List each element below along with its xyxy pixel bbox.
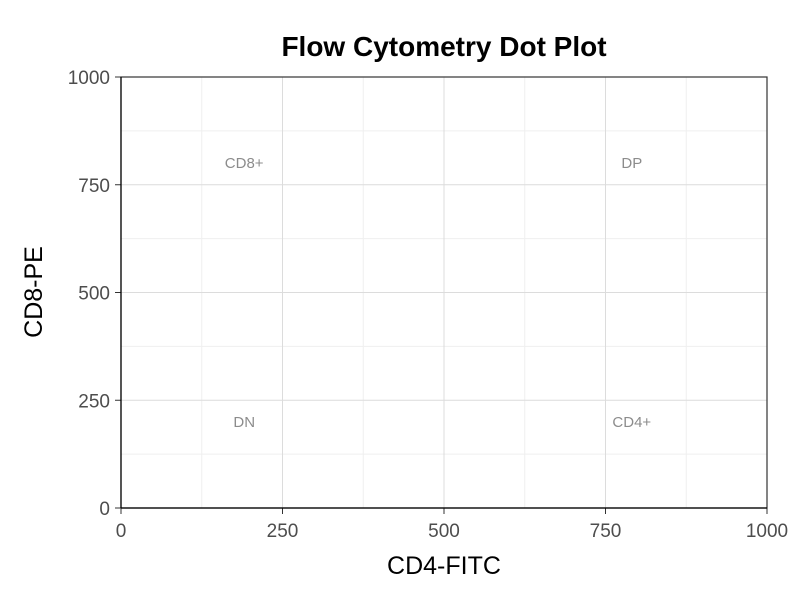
quadrant-label: DP: [621, 155, 642, 172]
x-axis-label: CD4-FITC: [387, 552, 501, 580]
y-tick-label: 250: [78, 391, 110, 412]
x-tick-label: 500: [428, 521, 460, 542]
y-axis-ticks: 0 250 500 750 1000: [68, 68, 121, 520]
x-axis-ticks: 0 250 500 750 1000: [116, 508, 788, 542]
y-tick-label: 1000: [68, 68, 110, 89]
quadrant-label: DN: [233, 414, 255, 431]
quadrant-annotations: CD8+ DP DN CD4+: [225, 155, 652, 431]
y-axis-label: CD8-PE: [20, 246, 48, 338]
x-tick-label: 1000: [746, 521, 788, 542]
quadrant-label: CD4+: [612, 414, 651, 431]
y-tick-label: 0: [99, 499, 110, 520]
x-tick-label: 750: [590, 521, 622, 542]
y-tick-label: 500: [78, 284, 110, 305]
x-tick-label: 0: [116, 521, 127, 542]
chart-title: Flow Cytometry Dot Plot: [281, 31, 606, 62]
x-tick-label: 250: [267, 521, 299, 542]
y-tick-label: 750: [78, 176, 110, 197]
quadrant-label: CD8+: [225, 155, 264, 172]
